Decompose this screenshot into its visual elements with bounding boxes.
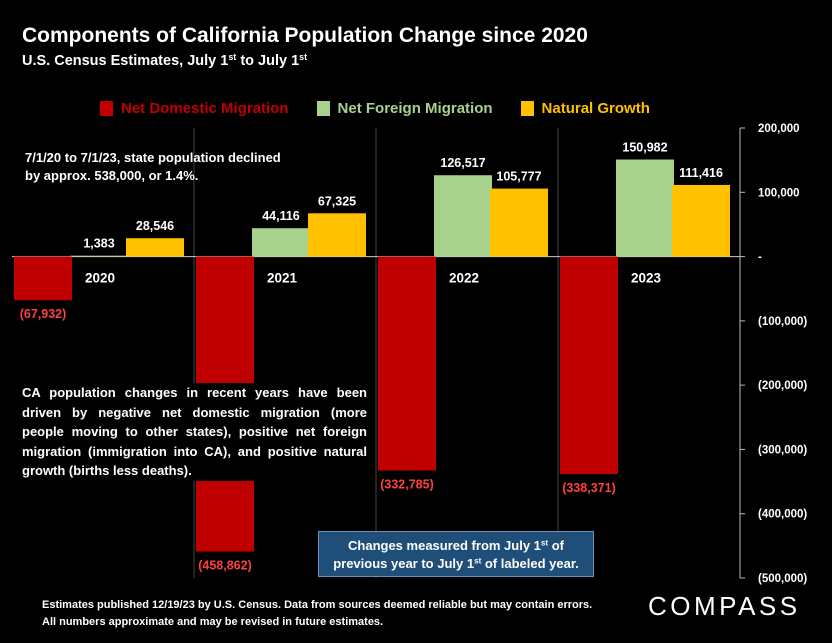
- subtitle-sup-1: st: [228, 52, 237, 63]
- callout-line-2-sup: st: [474, 556, 482, 566]
- bar-foreign-2020: [70, 255, 128, 257]
- y-tick-label: (100,000): [758, 316, 807, 328]
- bar-foreign-2023: [616, 159, 674, 257]
- callout-line-2-b: of labeled year.: [481, 556, 579, 571]
- note-population-decline: 7/1/20 to 7/1/23, state population decli…: [25, 150, 281, 183]
- data-label-natural-2021: 67,325: [318, 194, 356, 208]
- data-label-foreign-2021: 44,116: [262, 209, 300, 223]
- callout-line-1-sup: st: [540, 538, 549, 548]
- bar-natural-2023: [672, 184, 730, 257]
- legend-label-domestic: Net Domestic Migration: [121, 100, 289, 117]
- data-label-domestic-2020: (67,932): [20, 307, 67, 321]
- note-drivers: CA population changes in recent years ha…: [22, 383, 367, 481]
- y-tick-label: (300,000): [758, 444, 807, 456]
- y-tick-label: 200,000: [758, 123, 800, 135]
- subtitle-text: U.S. Census Estimates, July 1: [22, 53, 229, 69]
- subtitle-sup-2: st: [299, 52, 308, 63]
- callout-line-2: previous year to July 1st of labeled yea…: [319, 555, 593, 573]
- footer-disclaimer: Estimates published 12/19/23 by U.S. Cen…: [42, 599, 593, 628]
- bar-foreign-2021: [252, 228, 310, 257]
- callout-line-2-a: previous year to July 1: [333, 556, 475, 571]
- legend-swatch-domestic: [100, 101, 113, 116]
- data-label-natural-2023: 111,416: [679, 166, 723, 180]
- category-label-2022: 2022: [449, 271, 479, 286]
- y-tick-label: (500,000): [758, 573, 807, 585]
- bar-natural-2022: [490, 188, 548, 257]
- bar-natural-2020: [126, 238, 184, 257]
- y-tick-label: 100,000: [758, 187, 800, 199]
- data-label-domestic-2023: (338,371): [562, 481, 616, 495]
- data-label-domestic-2021: (458,862): [198, 559, 252, 573]
- category-label-2021: 2021: [267, 271, 298, 286]
- legend-item-domestic: Net Domestic Migration: [100, 100, 289, 117]
- data-label-natural-2022: 105,777: [496, 170, 541, 184]
- legend-swatch-natural: [520, 101, 534, 116]
- data-label-foreign-2020: 1,383: [83, 237, 114, 251]
- y-tick-label: -: [758, 252, 762, 264]
- category-label-2023: 2023: [631, 271, 662, 286]
- subtitle-mid: to July 1: [236, 53, 300, 69]
- data-label-foreign-2022: 126,517: [440, 156, 485, 170]
- legend-item-foreign: Net Foreign Migration: [316, 100, 493, 117]
- callout-line-1-b: of: [548, 538, 564, 553]
- data-label-domestic-2022: (332,785): [380, 478, 434, 492]
- callout-measurement-period: Changes measured from July 1st of previo…: [318, 531, 594, 577]
- chart-title: Components of California Population Chan…: [22, 24, 588, 47]
- bar-domestic-2020: [14, 256, 72, 301]
- data-label-foreign-2023: 150,982: [622, 141, 667, 155]
- chart-subtitle: U.S. Census Estimates, July 1st to July …: [22, 53, 307, 69]
- legend-swatch-foreign: [316, 101, 330, 116]
- callout-line-1-a: Changes measured from July 1: [348, 538, 541, 553]
- bar-domestic-2022: [378, 256, 436, 471]
- y-tick-label: (200,000): [758, 380, 807, 392]
- callout-line-1: Changes measured from July 1st of: [319, 537, 593, 555]
- legend-item-natural: Natural Growth: [520, 100, 650, 117]
- data-label-natural-2020: 28,546: [136, 219, 174, 233]
- bar-natural-2021: [308, 213, 366, 257]
- y-tick-label: (400,000): [758, 509, 807, 521]
- compass-logo: COMPASS: [648, 591, 801, 621]
- bar-foreign-2022: [434, 175, 492, 257]
- legend-label-foreign: Net Foreign Migration: [337, 100, 493, 117]
- category-label-2020: 2020: [85, 271, 115, 286]
- legend: Net Domestic Migration Net Foreign Migra…: [100, 100, 650, 117]
- legend-label-natural: Natural Growth: [541, 100, 650, 117]
- bar-domestic-2023: [560, 256, 618, 475]
